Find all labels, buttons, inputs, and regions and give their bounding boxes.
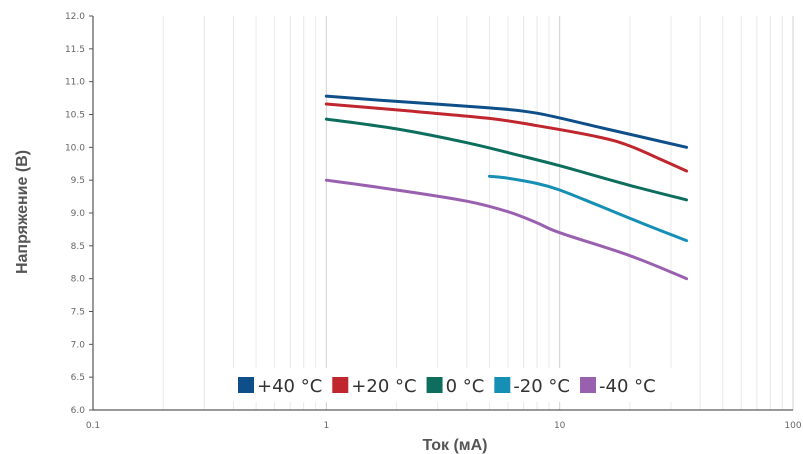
- legend-label-1: +20 °C: [351, 376, 416, 397]
- y-tick-label: 7.0: [71, 340, 86, 350]
- legend-swatch-3: [494, 377, 511, 393]
- y-tick-label: 6.5: [71, 373, 85, 383]
- y-tick-label: 9.0: [71, 209, 86, 219]
- series-line-2: [324, 117, 689, 202]
- y-tick-label: 10.0: [65, 143, 85, 153]
- y-tick-label: 10.5: [65, 111, 85, 121]
- legend-label-4: -40 °C: [599, 376, 656, 397]
- y-tick-label: 9.5: [71, 176, 85, 186]
- legend-label-3: -20 °C: [513, 376, 570, 397]
- legend-swatch-4: [580, 377, 597, 393]
- series-line-1: [324, 102, 689, 173]
- series-line-4: [324, 178, 689, 281]
- legend-swatch-0: [238, 377, 254, 393]
- x-tick-label: 100: [784, 421, 801, 431]
- x-tick-label: 0.1: [86, 421, 100, 431]
- y-axis-title: Напряжение (В): [14, 150, 31, 274]
- legend-background: [232, 368, 682, 402]
- x-axis-title: Ток (мА): [422, 437, 487, 454]
- legend: +40 °C +20 °C 0 °C -20 °C -40 °C: [238, 376, 656, 397]
- tick-labels: 6.0 6.5 7.0 7.5 8.0 8.5 9.0 9.5 10.0 10.5 11.0 11.5…: [65, 12, 802, 431]
- legend-label-2: 0 °C: [446, 376, 485, 397]
- legend-swatch-1: [332, 377, 349, 393]
- y-tick-label: 11.5: [65, 45, 85, 55]
- y-tick-label: 8.5: [71, 242, 85, 252]
- y-tick-label: 6.0: [71, 406, 86, 416]
- grid: [92, 16, 794, 410]
- series-line-3: [487, 174, 689, 243]
- x-tick-label: 10: [554, 421, 566, 431]
- axes: [89, 15, 793, 411]
- series-line-0: [324, 94, 689, 149]
- legend-label-0: +40 °C: [257, 376, 322, 397]
- x-tick-label: 1: [323, 421, 329, 431]
- y-tick-label: 7.5: [71, 308, 85, 318]
- legend-swatch-2: [426, 377, 443, 393]
- y-tick-label: 11.0: [65, 78, 85, 88]
- y-tick-label: 12.0: [65, 12, 85, 22]
- series-lines: [324, 94, 689, 281]
- y-tick-label: 8.0: [71, 275, 86, 285]
